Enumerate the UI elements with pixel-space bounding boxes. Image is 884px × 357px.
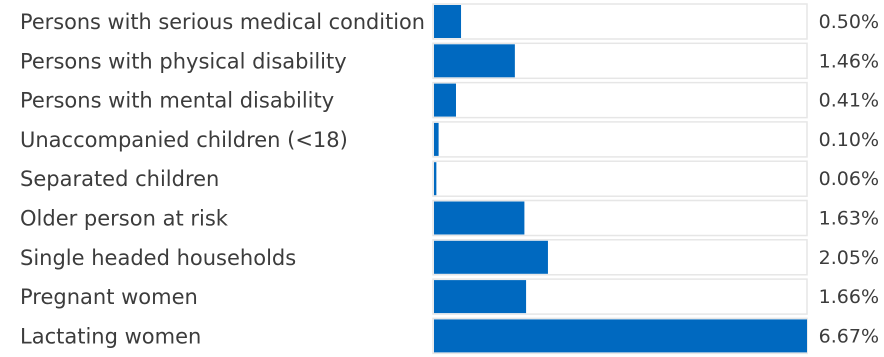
bars	[434, 5, 807, 353]
bar	[434, 162, 437, 196]
value-label: 2.05%	[819, 247, 879, 269]
bar	[434, 83, 456, 117]
category-label: Lactating women	[20, 324, 201, 348]
value-label: 0.50%	[819, 11, 879, 33]
bar-track	[432, 121, 808, 158]
value-labels: 0.50% 1.46% 0.41% 0.10% 0.06% 1.63% 2.05% 1.66%…	[819, 11, 879, 347]
bar	[434, 201, 525, 235]
bar	[434, 280, 527, 314]
category-label: Persons with physical disability	[20, 49, 347, 73]
category-label: Persons with serious medical condition	[20, 10, 425, 34]
bar	[434, 44, 515, 78]
bar	[434, 240, 548, 274]
value-label: 0.06%	[819, 168, 879, 190]
bar-track	[432, 3, 808, 40]
bar-track	[432, 81, 808, 119]
category-label: Older person at risk	[20, 207, 229, 231]
category-label: Separated children	[20, 167, 219, 191]
value-label: 6.67%	[819, 325, 879, 347]
bar	[434, 5, 462, 38]
value-label: 1.66%	[819, 286, 879, 308]
category-label: Single headed households	[20, 246, 296, 270]
value-label: 0.41%	[819, 90, 879, 112]
bar	[434, 122, 439, 156]
category-labels: Persons with serious medical condition Pe…	[20, 10, 425, 348]
bar	[434, 319, 807, 353]
value-label: 1.63%	[819, 208, 879, 230]
category-label: Unaccompanied children (<18)	[20, 128, 348, 152]
value-label: 1.46%	[819, 50, 879, 72]
category-label: Pregnant women	[20, 285, 198, 309]
value-label: 0.10%	[819, 129, 879, 151]
category-label: Persons with mental disability	[20, 89, 334, 113]
bar-track	[432, 160, 808, 197]
